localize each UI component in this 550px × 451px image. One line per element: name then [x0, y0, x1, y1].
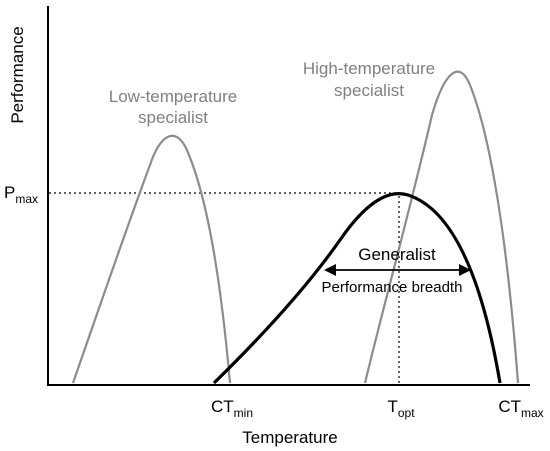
topt-main: T	[387, 397, 397, 416]
topt-label: Topt	[387, 397, 415, 420]
ctmin-sub: min	[234, 406, 253, 420]
ctmax-main: CT	[498, 397, 521, 416]
pmax-label: Pmax	[4, 183, 38, 206]
generalist-label: Generalist	[358, 245, 436, 264]
generalist-curve	[212, 192, 502, 385]
pmax-main: P	[4, 183, 15, 202]
high-temperature-label-line2: specialist	[334, 81, 404, 100]
arrow-head-left	[324, 264, 336, 276]
ctmin-main: CT	[211, 397, 234, 416]
topt-sub: opt	[398, 406, 415, 420]
ctmax-label: CTmax	[498, 397, 543, 420]
low-temperature-label-line2: specialist	[138, 108, 208, 127]
low-temperature-label-line1: Low-temperature	[109, 87, 238, 106]
pmax-sub: max	[15, 192, 38, 206]
ctmax-sub: max	[521, 406, 544, 420]
performance-breadth-label: Performance breadth	[322, 279, 463, 296]
high-temperature-label-line1: High-temperature	[303, 59, 435, 78]
x-axis-label: Temperature	[242, 428, 337, 447]
low-temperature-specialist-curve	[71, 134, 232, 384]
high-temperature-specialist-curve	[363, 70, 520, 384]
y-axis-label: Performance	[8, 26, 27, 123]
ctmin-label: CTmin	[211, 397, 253, 420]
arrow-head-right	[459, 264, 471, 276]
